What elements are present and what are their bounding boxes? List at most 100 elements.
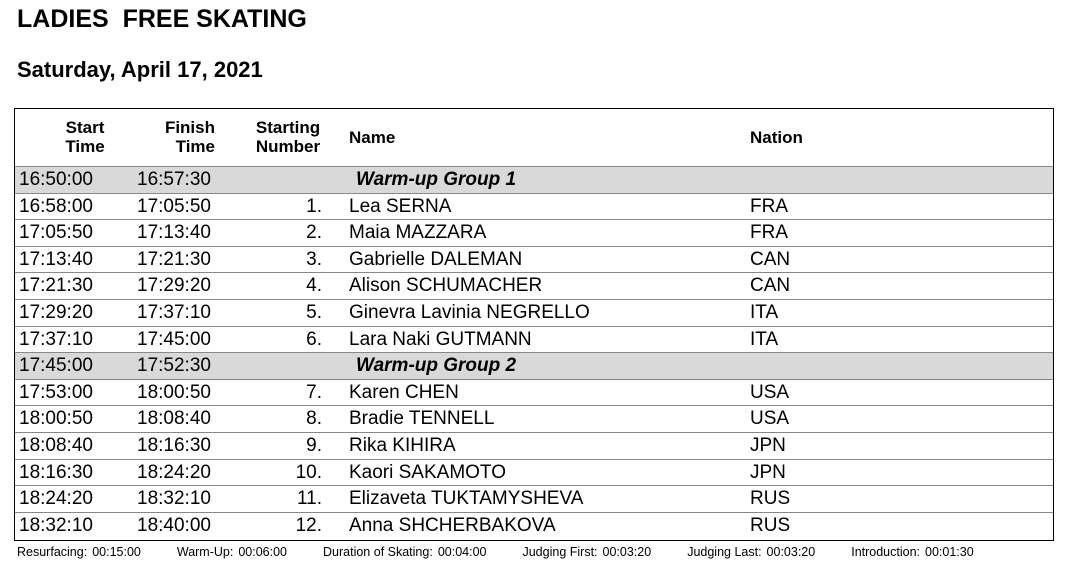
nation: ITA (750, 302, 779, 323)
start-time: 17:21:30 (19, 275, 93, 297)
table-row: 17:29:20 17:37:10 5. Ginevra Lavinia NEGREL… (15, 299, 1053, 327)
footer-item: Judging Last: 00:03:20 (687, 545, 833, 559)
starting-number: 12. (295, 514, 322, 536)
finish-time: 18:16:30 (137, 435, 211, 456)
table-row: 18:32:10 18:40:00 12. Anna SHCHERBAKOVA RUS (15, 511, 1053, 540)
group-label: Warm-up Group 2 (356, 355, 517, 377)
table-row: 16:58:00 17:05:50 1. Lea SERNA FRA (15, 192, 1053, 221)
start-time: 17:29:20 (19, 302, 93, 323)
starting-number: 2. (306, 222, 322, 244)
finish-time: 17:29:20 (137, 275, 211, 297)
start-time: 18:32:10 (19, 514, 93, 536)
finish-time: 18:08:40 (137, 408, 211, 430)
nation: FRA (750, 222, 788, 244)
nation: USA (750, 408, 790, 430)
footer-value: 00:03:20 (602, 545, 652, 559)
header-line: Nation (750, 128, 803, 147)
start-time: 17:13:40 (19, 248, 93, 270)
table-row: 17:53:00 18:00:50 7. Karen CHEN USA (15, 378, 1053, 407)
column-header: Starting Number (252, 118, 324, 156)
skater-name: Anna SHCHERBAKOVA (349, 514, 556, 536)
nation: RUS (750, 514, 791, 536)
starting-number: 10. (295, 461, 322, 483)
nation: CAN (750, 275, 791, 297)
group-label: Warm-up Group 1 (356, 169, 517, 190)
group-row: 17:45:00 17:52:30 Warm-up Group 2 (15, 352, 1053, 380)
skater-name: Karen CHEN (349, 381, 459, 403)
schedule-table: Start Time Finish Time Starting Number Name Nat… (14, 108, 1054, 541)
start-time: 18:08:40 (19, 435, 93, 456)
nation: USA (750, 381, 790, 403)
nation: RUS (750, 488, 791, 510)
skater-name: Rika KIHIRA (349, 435, 456, 456)
footer-value: 00:03:20 (766, 545, 816, 559)
table-row: 18:24:20 18:32:10 11. Elizaveta TUKTAMYSHEV… (15, 485, 1053, 513)
footer-label: Judging First: (522, 545, 598, 559)
starting-number: 8. (306, 408, 322, 430)
footer-item: Warm-Up: 00:06:00 (177, 545, 305, 559)
starting-number: 9. (306, 435, 322, 456)
start-time: 17:45:00 (19, 355, 93, 377)
start-time: 18:16:30 (19, 461, 93, 483)
finish-time: 16:57:30 (137, 169, 211, 190)
nation: ITA (750, 328, 779, 350)
finish-time: 18:24:20 (137, 461, 211, 483)
footer-label: Warm-Up: (176, 545, 234, 559)
start-time: 18:24:20 (19, 488, 93, 510)
starting-number: 1. (306, 195, 322, 217)
skater-name: Alison SCHUMACHER (349, 275, 543, 297)
starting-number: 7. (306, 381, 322, 403)
date: Saturday, April 17, 2021 (17, 57, 263, 82)
title: LADIES FREE SKATING (17, 5, 307, 33)
starting-number: 6. (306, 328, 322, 350)
finish-time: 18:40:00 (137, 514, 211, 536)
start-time: 18:00:50 (19, 408, 93, 430)
footer-value: 00:06:00 (238, 545, 288, 559)
table-row: 17:37:10 17:45:00 6. Lara Naki GUTMANN ITA (15, 325, 1053, 354)
footer-value: 00:04:00 (437, 545, 487, 559)
footer-label: Duration of Skating: (323, 545, 433, 559)
skater-name: Lara Naki GUTMANN (349, 328, 532, 350)
skater-name: Kaori SAKAMOTO (349, 461, 506, 483)
table-row: 17:21:30 17:29:20 4. Alison SCHUMACHER CAN (15, 272, 1053, 300)
start-time: 17:53:00 (19, 381, 93, 403)
finish-time: 17:37:10 (137, 302, 211, 323)
header-line: Finish (164, 118, 215, 137)
footer-item: Introduction: 00:01:30 (851, 545, 991, 559)
footer-label: Resurfacing: (17, 545, 88, 559)
skater-name: Lea SERNA (349, 195, 452, 217)
start-time: 17:37:10 (19, 328, 93, 350)
starting-number: 5. (306, 302, 322, 323)
footer-label: Introduction: (851, 545, 921, 559)
skater-name: Ginevra Lavinia NEGRELLO (349, 302, 590, 323)
finish-time: 18:00:50 (137, 381, 211, 403)
nation: JPN (750, 435, 786, 456)
table-row: 18:08:40 18:16:30 9. Rika KIHIRA JPN (15, 432, 1053, 460)
finish-time: 17:45:00 (137, 328, 211, 350)
skater-name: Gabrielle DALEMAN (349, 248, 523, 270)
starting-number: 4. (306, 275, 322, 297)
column-header: Finish Time (155, 118, 215, 156)
skater-name: Maia MAZZARA (349, 222, 487, 244)
table-row: 17:05:50 17:13:40 2. Maia MAZZARA FRA (15, 219, 1053, 247)
header-line: Time (65, 137, 105, 156)
skater-name: Bradie TENNELL (349, 408, 495, 430)
footer: Resurfacing: 00:15:00 Warm-Up: 00:06:00 Dura… (17, 545, 1010, 559)
nation: CAN (750, 248, 791, 270)
column-header: Nation (750, 128, 803, 147)
header-line: Start (65, 118, 105, 137)
header-line: Time (175, 137, 215, 156)
table-row: 18:00:50 18:08:40 8. Bradie TENNELL USA (15, 405, 1053, 433)
start-time: 17:05:50 (19, 222, 93, 244)
finish-time: 17:05:50 (137, 195, 211, 217)
footer-item: Resurfacing: 00:15:00 (17, 545, 159, 559)
finish-time: 17:13:40 (137, 222, 211, 244)
table-row: 17:13:40 17:21:30 3. Gabrielle DALEMAN CAN (15, 245, 1053, 274)
header-line: Starting (255, 118, 321, 137)
start-time: 16:58:00 (19, 195, 93, 217)
finish-time: 17:21:30 (137, 248, 211, 270)
nation: FRA (750, 195, 788, 217)
finish-time: 18:32:10 (137, 488, 211, 510)
footer-item: Judging First: 00:03:20 (522, 545, 669, 559)
